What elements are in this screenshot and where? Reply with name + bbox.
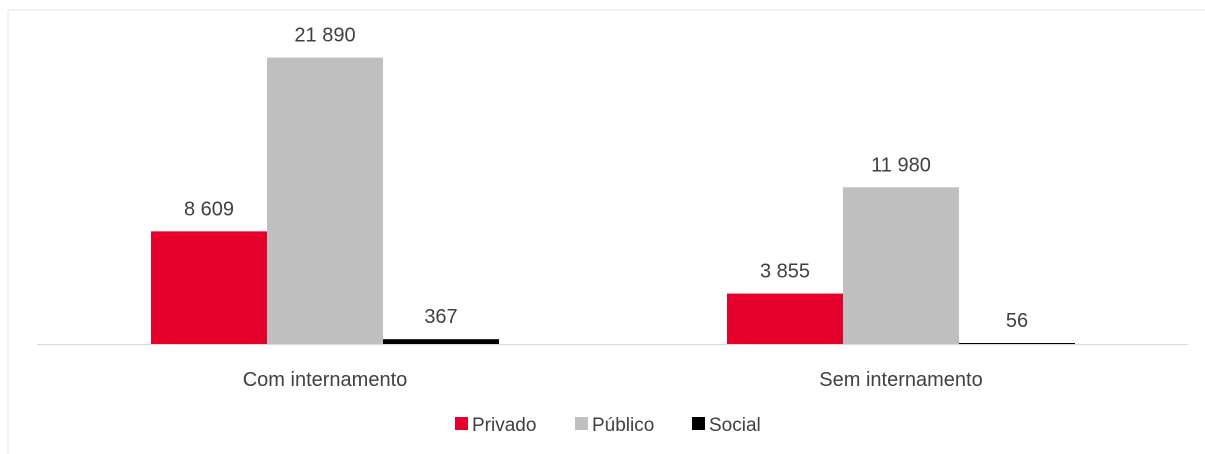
data-label: 56	[1006, 310, 1028, 332]
bar-social-2	[959, 343, 1075, 344]
legend: Privado Público Social	[455, 415, 761, 436]
category-labels-group: Com internamento Sem internamento	[243, 369, 983, 391]
legend-swatch-p-blico	[575, 417, 588, 430]
bar-p-blico-1	[267, 57, 383, 344]
data-label: 11 980	[871, 154, 931, 176]
data-labels-group: 8 609 21 890 367 3 855 11 980 56	[184, 25, 1028, 332]
bar-privado-1	[151, 231, 267, 344]
bar-p-blico-2	[843, 187, 959, 344]
data-label: 3 855	[760, 261, 810, 283]
legend-label: Social	[709, 415, 761, 436]
data-label: 8 609	[184, 198, 234, 220]
category-label: Com internamento	[243, 369, 408, 391]
data-label: 21 890	[294, 25, 355, 47]
legend-label: Privado	[472, 415, 536, 436]
chart-frame	[7, 9, 1205, 454]
bars-group	[151, 57, 1075, 344]
data-label: 367	[424, 306, 457, 328]
legend-label: Público	[592, 415, 654, 436]
bar-social-1	[383, 339, 499, 344]
bar-privado-2	[727, 293, 843, 344]
legend-swatch-social	[692, 417, 705, 430]
legend-swatch-privado	[455, 417, 468, 430]
category-label: Sem internamento	[819, 369, 982, 391]
